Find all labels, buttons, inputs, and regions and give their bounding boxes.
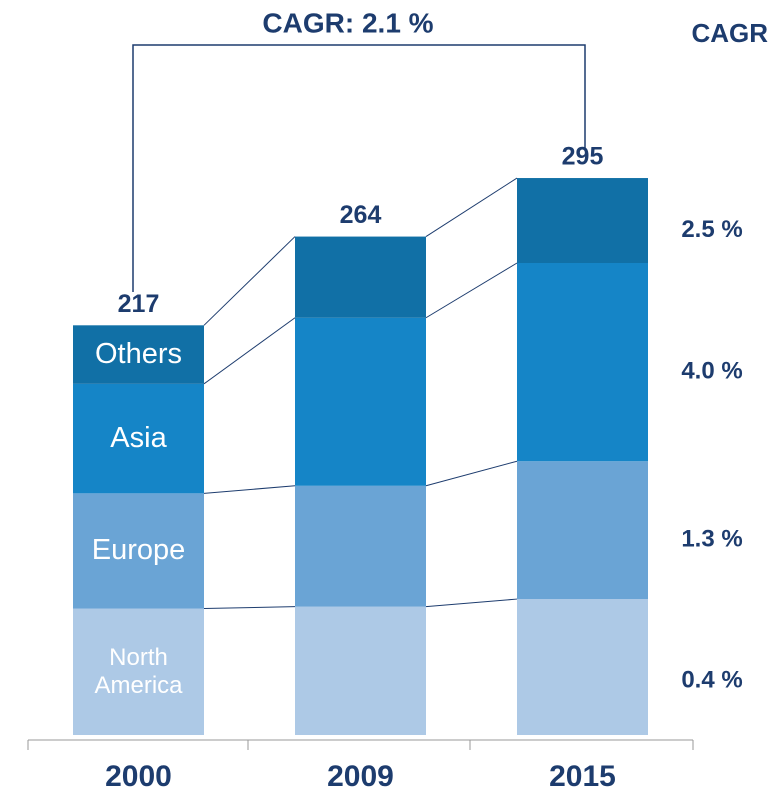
bar-segment: [73, 608, 204, 735]
bar-segment: [73, 383, 204, 494]
bar-segment: [73, 325, 204, 384]
cagr-header: CAGR: [691, 18, 768, 48]
bar-segment: [517, 461, 648, 600]
cagr-label: 0.4 %: [681, 666, 742, 693]
chart-title: CAGR: 2.1 %: [262, 7, 433, 38]
bar-segment: [295, 317, 426, 486]
bar-segment: [517, 263, 648, 462]
bar-segment: [73, 493, 204, 609]
connector-line: [425, 177, 518, 237]
connector-line: [203, 606, 296, 610]
bar-segment: [517, 178, 648, 263]
cagr-bracket: [132, 44, 586, 292]
total-label: 295: [562, 143, 604, 171]
connector-line: [425, 262, 518, 319]
total-label: 217: [118, 290, 160, 318]
series-label: Asia: [110, 421, 167, 454]
cagr-label: 1.3 %: [681, 525, 742, 552]
bar-segment: [295, 485, 426, 607]
cagr-label: 2.5 %: [681, 216, 742, 243]
connector-line: [203, 317, 296, 385]
x-tick-label: 2015: [549, 760, 616, 793]
connector-line: [203, 236, 296, 326]
connector-line: [203, 485, 296, 494]
series-label: Others: [94, 337, 183, 370]
bar-segment: [295, 236, 426, 318]
total-label: 264: [340, 201, 382, 229]
x-tick-label: 2009: [327, 760, 394, 793]
bar-segment: [517, 599, 648, 735]
connector-line: [425, 460, 518, 487]
connector-line: [425, 598, 518, 608]
bar-segment: [295, 606, 426, 735]
cagr-label: 4.0 %: [681, 357, 742, 384]
x-tick-label: 2000: [105, 760, 172, 793]
series-label: Europe: [91, 534, 186, 567]
series-label: North America: [94, 644, 183, 699]
